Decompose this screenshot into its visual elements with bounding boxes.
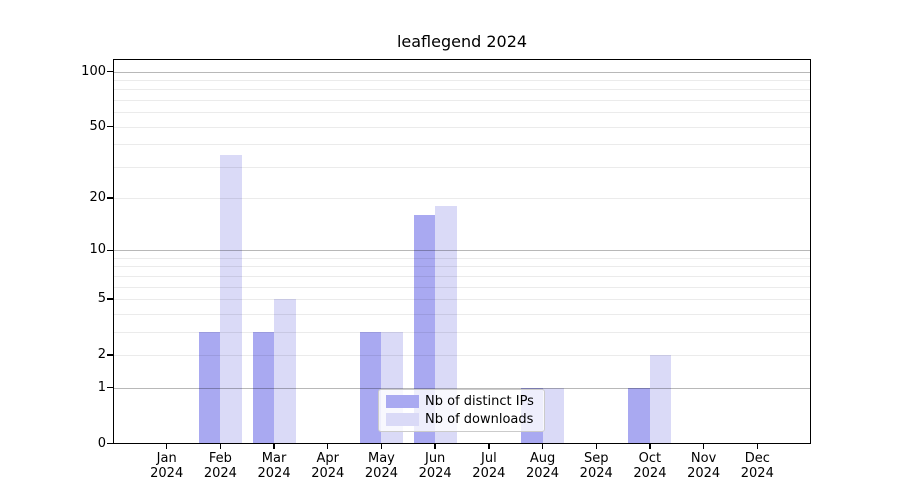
y-tick-mark — [107, 442, 113, 445]
x-tick-mark — [702, 443, 705, 449]
y-tick-label: 5 — [97, 291, 106, 307]
gridline-minor — [113, 89, 811, 91]
x-tick-mark — [165, 443, 168, 449]
x-tick-mark — [756, 443, 758, 449]
y-tick-mark — [107, 354, 113, 356]
x-tick-mark — [327, 443, 329, 449]
y-tick-label: 2 — [97, 346, 106, 362]
bar-nb-of-distinct-ips-oct — [628, 387, 650, 444]
y-tick-mark — [107, 70, 113, 73]
y-tick-mark — [107, 125, 113, 128]
x-tick-mark — [541, 443, 544, 449]
y-tick-label: 100 — [81, 63, 106, 79]
legend-swatch-distinct-ips — [386, 395, 419, 408]
x-tick-label: Jul 2024 — [472, 450, 506, 481]
gridline-minor — [113, 198, 811, 200]
gridline-minor — [113, 126, 811, 128]
bar-nb-of-distinct-ips-mar — [252, 331, 275, 444]
gridline-minor — [113, 166, 811, 168]
y-tick-mark — [107, 197, 113, 199]
legend-item-distinct-ips: Nb of distinct IPs — [386, 394, 544, 409]
x-tick-label: Jan 2024 — [150, 450, 184, 481]
bar-nb-of-downloads-feb — [220, 154, 242, 444]
bar-nb-of-distinct-ips-feb — [198, 331, 221, 444]
gridline-minor — [113, 144, 811, 146]
y-tick-label: 1 — [97, 379, 106, 395]
gridline-minor — [113, 286, 811, 288]
gridline-minor — [113, 112, 811, 114]
x-tick-mark — [219, 443, 222, 449]
gridline-major — [113, 71, 811, 73]
x-tick-label: Feb 2024 — [203, 450, 237, 481]
x-tick-mark — [595, 443, 597, 449]
y-tick-mark — [107, 249, 113, 251]
y-tick-mark — [107, 298, 113, 300]
x-tick-label: May 2024 — [364, 450, 398, 481]
x-tick-mark — [273, 443, 275, 449]
gridline-minor — [113, 266, 811, 268]
x-tick-label: Apr 2024 — [311, 450, 345, 481]
bar-nb-of-distinct-ips-jun — [413, 215, 436, 444]
x-tick-mark — [380, 443, 383, 449]
gridline-minor — [113, 257, 811, 259]
bar-nb-of-downloads-mar — [274, 299, 296, 444]
x-tick-label: Nov 2024 — [687, 450, 721, 481]
gridline-major — [113, 387, 811, 389]
y-tick-label: 0 — [97, 435, 106, 451]
x-tick-label: Aug 2024 — [525, 450, 560, 481]
x-tick-label: Dec 2024 — [740, 450, 774, 481]
bar-nb-of-distinct-ips-may — [359, 331, 382, 444]
gridline-minor — [113, 275, 811, 277]
legend-label-distinct-ips: Nb of distinct IPs — [425, 394, 534, 409]
y-tick-mark — [107, 386, 113, 389]
legend: Nb of distinct IPs Nb of downloads — [378, 389, 545, 432]
x-tick-mark — [488, 443, 490, 449]
gridline-minor — [113, 313, 811, 315]
gridline-minor — [113, 331, 811, 333]
x-tick-label: Sep 2024 — [579, 450, 613, 481]
legend-item-downloads: Nb of downloads — [386, 412, 544, 427]
gridline-minor — [113, 354, 811, 356]
y-tick-label: 50 — [89, 118, 106, 134]
x-tick-label: Oct 2024 — [633, 450, 667, 481]
legend-label-downloads: Nb of downloads — [425, 412, 534, 427]
x-tick-label: Mar 2024 — [257, 450, 291, 481]
x-tick-mark — [649, 443, 651, 449]
chart-title: leaflegend 2024 — [396, 32, 528, 51]
bar-nb-of-downloads-aug — [542, 387, 564, 444]
gridline-minor — [113, 79, 811, 81]
bar-nb-of-downloads-jun — [435, 206, 457, 444]
x-tick-mark — [434, 443, 436, 449]
y-tick-label: 10 — [89, 242, 106, 258]
x-tick-label: Jun 2024 — [418, 450, 452, 481]
bar-nb-of-downloads-oct — [649, 354, 672, 444]
y-tick-label: 20 — [89, 190, 106, 206]
gridline-minor — [113, 99, 811, 101]
legend-swatch-downloads — [386, 413, 419, 426]
gridline-minor — [113, 299, 811, 301]
gridline-major — [113, 250, 811, 252]
